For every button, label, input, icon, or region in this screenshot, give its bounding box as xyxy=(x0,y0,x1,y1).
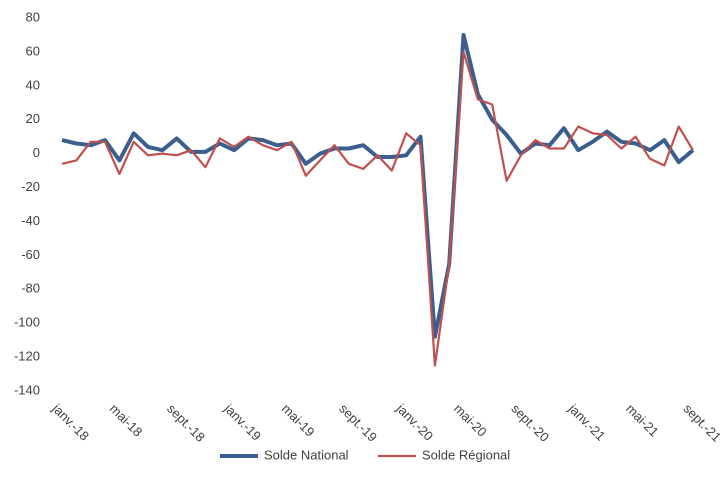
y-tick-label: -60 xyxy=(21,247,40,262)
x-tick-label: sept.-18 xyxy=(164,401,208,445)
y-tick-label: -120 xyxy=(14,349,40,364)
x-tick-label: mai-18 xyxy=(107,401,146,440)
y-tick-label: -100 xyxy=(14,315,40,330)
y-tick-label: 60 xyxy=(26,43,40,58)
x-tick-label: mai-21 xyxy=(623,401,662,440)
y-tick-label: -140 xyxy=(14,382,40,397)
y-tick-label: 40 xyxy=(26,77,40,92)
series-line xyxy=(61,33,695,339)
x-tick-label: janv.-21 xyxy=(565,400,608,443)
x-tick-label: janv.-18 xyxy=(49,400,92,443)
y-tick-label: -40 xyxy=(21,213,40,228)
y-tick-label: -20 xyxy=(21,179,40,194)
x-tick-label: janv.-20 xyxy=(393,400,436,443)
x-tick-label: mai-19 xyxy=(279,401,318,440)
y-tick-label: -80 xyxy=(21,281,40,296)
x-tick-label: sept.-21 xyxy=(680,401,723,445)
legend-label: Solde Régional xyxy=(422,447,510,462)
series-line xyxy=(61,50,694,367)
x-tick-label: sept.-20 xyxy=(508,401,552,445)
y-tick-label: 0 xyxy=(33,145,40,160)
x-tick-label: sept.-19 xyxy=(336,401,380,445)
y-tick-label: 20 xyxy=(26,111,40,126)
x-tick-label: janv.-19 xyxy=(221,400,264,443)
legend-label: Solde National xyxy=(264,447,349,462)
y-tick-label: 80 xyxy=(26,9,40,24)
x-tick-label: mai-20 xyxy=(451,401,490,440)
